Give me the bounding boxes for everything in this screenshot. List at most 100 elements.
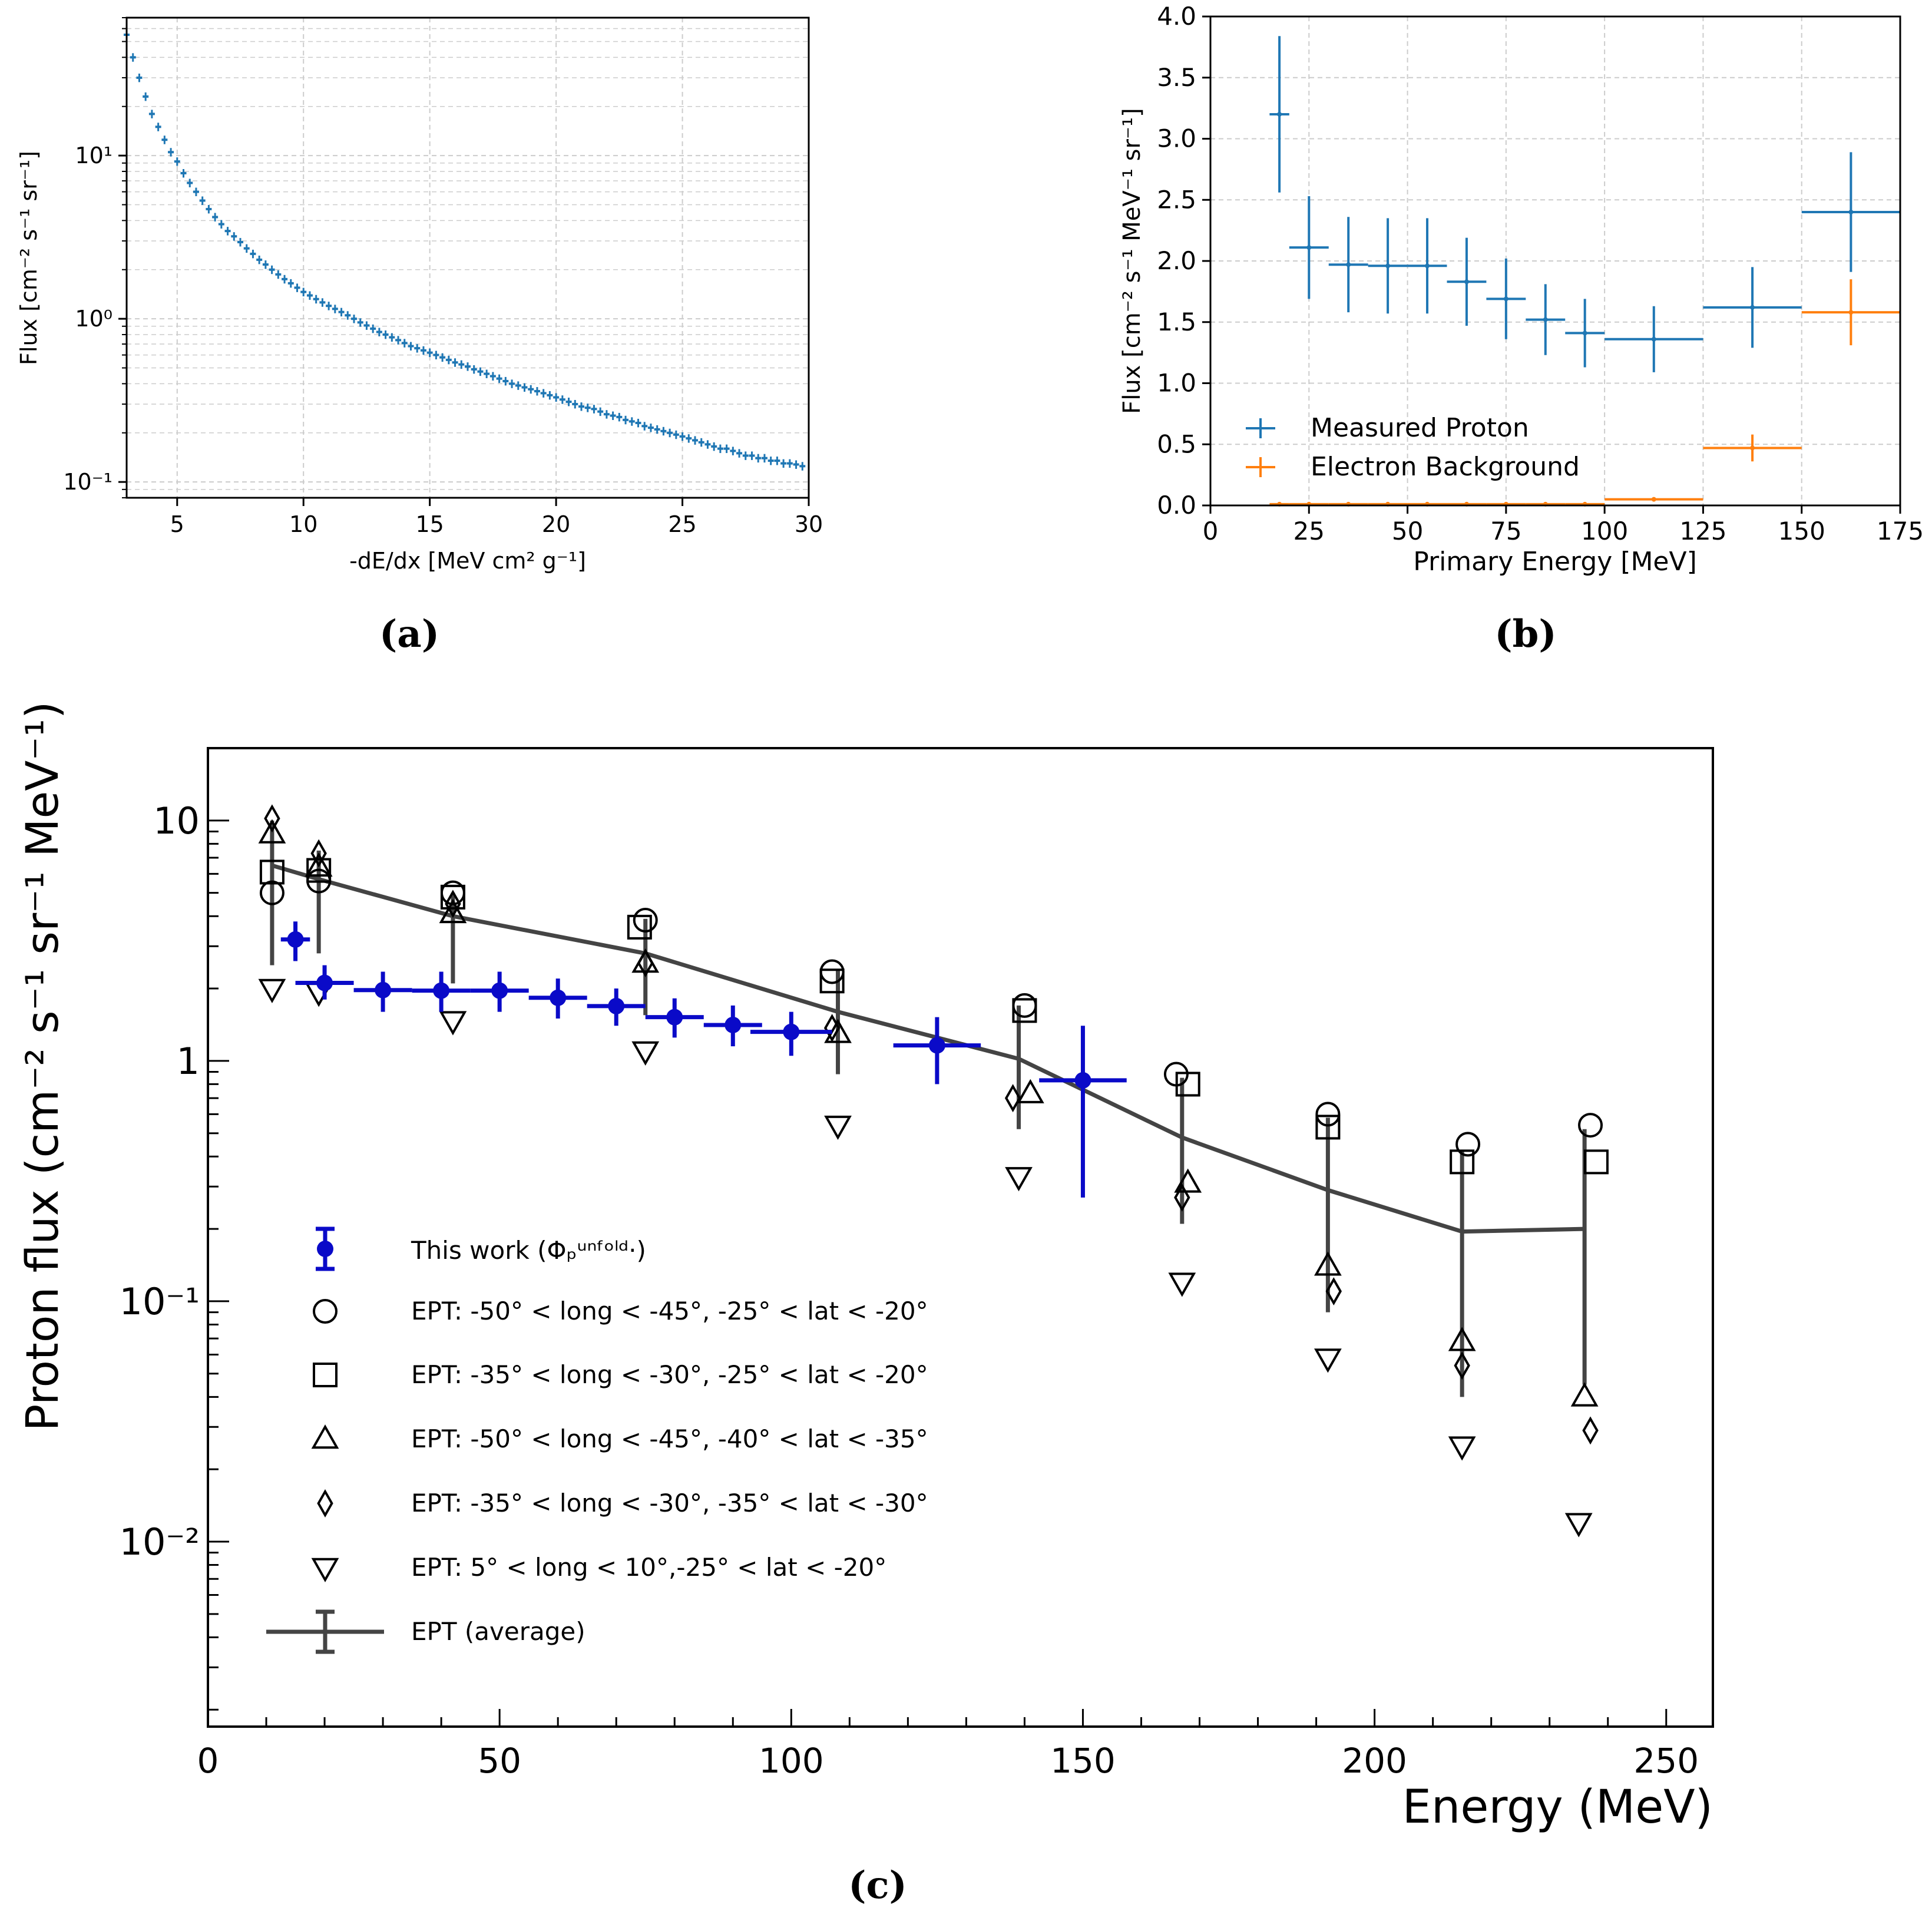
b-point	[1848, 310, 1854, 315]
c-ytick-label: 10	[153, 799, 200, 842]
c-ytick-label: 10⁻¹	[120, 1280, 200, 1323]
legend-c-marker-square	[313, 1363, 338, 1387]
c-ept-marker-diamond	[1454, 1351, 1470, 1380]
legend-c-tw-marker	[317, 1241, 333, 1257]
c-ept-marker-diamond	[823, 1014, 841, 1043]
b-xtick-label: 0	[1203, 517, 1219, 545]
c-ept-marker-circle	[633, 907, 658, 933]
chart-c-frame	[207, 747, 1714, 1728]
a-ytick-label: 10¹	[75, 143, 113, 168]
c-ept-marker-diamond	[445, 890, 461, 918]
c-ept-marker-square	[1450, 1149, 1475, 1175]
b-point	[1848, 210, 1854, 214]
c-ept-marker-triangle-up	[258, 819, 286, 844]
c-tw-point	[928, 1037, 945, 1054]
a-xtick-label: 25	[668, 511, 696, 537]
chart-b-ylabel: Flux [cm⁻² s⁻¹ MeV⁻¹ sr⁻¹]	[1119, 108, 1146, 414]
legend-c-ept-a: EPT: -50° < long < -45°, -25° < lat < -2…	[411, 1297, 928, 1325]
b-xtick-label: 100	[1581, 517, 1628, 545]
c-ept-marker-triangle-down	[824, 1115, 852, 1140]
chart-b: 0 25 50 75 100 125 150 175 0.0 0.5 1.0 1.5 2.0 2.5 3.0…	[1119, 2, 1924, 577]
b-ytick-label: 3.5	[1157, 63, 1196, 92]
b-point	[1306, 245, 1312, 250]
b-point	[1503, 296, 1508, 302]
c-tw-point	[666, 1009, 683, 1026]
c-xtick-label: 200	[1342, 1741, 1407, 1781]
c-ept-marker-square	[1012, 998, 1037, 1023]
c-ept-marker-square	[819, 968, 845, 994]
b-point	[1464, 279, 1469, 285]
b-point	[1425, 263, 1430, 269]
b-ytick-label: 0.0	[1157, 491, 1196, 520]
legend-b-proton-label: Measured Proton	[1311, 413, 1529, 443]
legend-b-proton-marker	[1246, 418, 1275, 438]
panel-label-b: (b)	[1494, 612, 1556, 656]
panel-label-a: (a)	[379, 612, 439, 656]
c-ept-marker-triangle-up	[1314, 1251, 1342, 1276]
chart-b-axes: 0 25 50 75 100 125 150 175 0.0 0.5 1.0 1.5 2.0 2.5 3.0…	[1157, 2, 1924, 545]
c-tw-point	[375, 981, 392, 999]
c-tw-point	[287, 931, 304, 948]
legend-c-ept-d: EPT: -35° < long < -30°, -35° < lat < -3…	[411, 1489, 928, 1517]
c-ept-marker-circle	[259, 880, 284, 905]
b-point	[1750, 305, 1755, 310]
c-ept-marker-triangle-down	[1005, 1167, 1033, 1192]
c-ept-marker-triangle-down	[439, 1011, 467, 1036]
c-xtick-label: 150	[1050, 1741, 1116, 1781]
b-ytick-label: 2.5	[1157, 185, 1196, 214]
c-tw-point	[724, 1016, 742, 1033]
b-point	[1651, 336, 1656, 342]
c-ept-marker-triangle-up	[1448, 1327, 1476, 1351]
a-ytick-label: 10⁰	[75, 306, 113, 332]
chart-b-xlabel: Primary Energy [MeV]	[1413, 547, 1697, 577]
c-xtick-label: 0	[197, 1741, 219, 1781]
c-ytick-label: 1	[177, 1040, 200, 1083]
c-avg-line	[271, 863, 1585, 1234]
c-ept-marker-triangle-down	[1448, 1436, 1476, 1461]
legend-c-ept-average: EPT (average)	[411, 1617, 585, 1646]
chart-c-xlabel: Energy (MeV)	[1402, 1781, 1713, 1834]
c-tw-point	[550, 989, 567, 1006]
legend-c-marker-triangle-up	[311, 1424, 339, 1449]
legend-c-ept-c: EPT: -50° < long < -45°, -40° < lat < -3…	[411, 1424, 928, 1453]
c-xtick-label: 250	[1633, 1741, 1699, 1781]
c-ept-marker-diamond	[310, 839, 327, 868]
c-ept-marker-triangle-up	[1016, 1079, 1044, 1103]
c-ept-marker-triangle-down	[1168, 1272, 1196, 1297]
c-ept-marker-diamond	[637, 949, 654, 977]
b-ytick-label: 1.5	[1157, 308, 1196, 336]
c-ept-marker-diamond	[1325, 1277, 1342, 1306]
b-point	[1582, 330, 1587, 336]
c-ept-marker-diamond	[264, 804, 280, 833]
chart-c-marks	[258, 804, 1609, 1538]
legend-b-electron-label: Electron Background	[1311, 452, 1580, 482]
chart-a-marks	[124, 31, 806, 471]
b-xtick-label: 150	[1778, 517, 1825, 545]
c-ept-marker-square	[306, 858, 332, 883]
c-tw-point	[316, 974, 333, 991]
c-ept-marker-square	[1583, 1149, 1609, 1175]
legend-b-electron-marker	[1246, 457, 1275, 477]
a-xtick-label: 5	[170, 511, 184, 537]
c-ept-marker-triangle-down	[258, 978, 286, 1004]
chart-c-axes: 0 50 100 150 200 250 10⁻² 10⁻¹ 1 10	[120, 747, 1699, 1781]
legend-c-this-work: This work (Φₚᵘⁿᶠᵒˡᵈ·)	[411, 1236, 646, 1265]
chart-a-frame	[125, 16, 810, 499]
b-ytick-label: 2.0	[1157, 246, 1196, 275]
legend-c-marker-circle	[313, 1299, 338, 1324]
c-ept-marker-square	[627, 914, 652, 940]
legend-c-ept-b: EPT: -35° < long < -30°, -25° < lat < -2…	[411, 1360, 928, 1389]
b-ytick-label: 4.0	[1157, 2, 1196, 31]
chart-b-legend: Measured Proton Electron Background	[1246, 413, 1580, 482]
chart-a-ylabel: Flux [cm⁻² s⁻¹ sr⁻¹]	[16, 151, 42, 365]
chart-b-frame	[1209, 15, 1901, 507]
chart-c-ylabel: Proton flux (cm⁻² s⁻¹ sr⁻¹ MeV⁻¹)	[16, 701, 68, 1431]
b-point	[1651, 497, 1656, 502]
c-ept-marker-diamond	[1004, 1084, 1021, 1113]
b-ytick-label: 1.0	[1157, 369, 1196, 398]
c-ept-marker-triangle-down	[1314, 1348, 1342, 1373]
a-ytick-label: 10⁻¹	[63, 469, 113, 495]
c-xtick-label: 100	[759, 1741, 824, 1781]
